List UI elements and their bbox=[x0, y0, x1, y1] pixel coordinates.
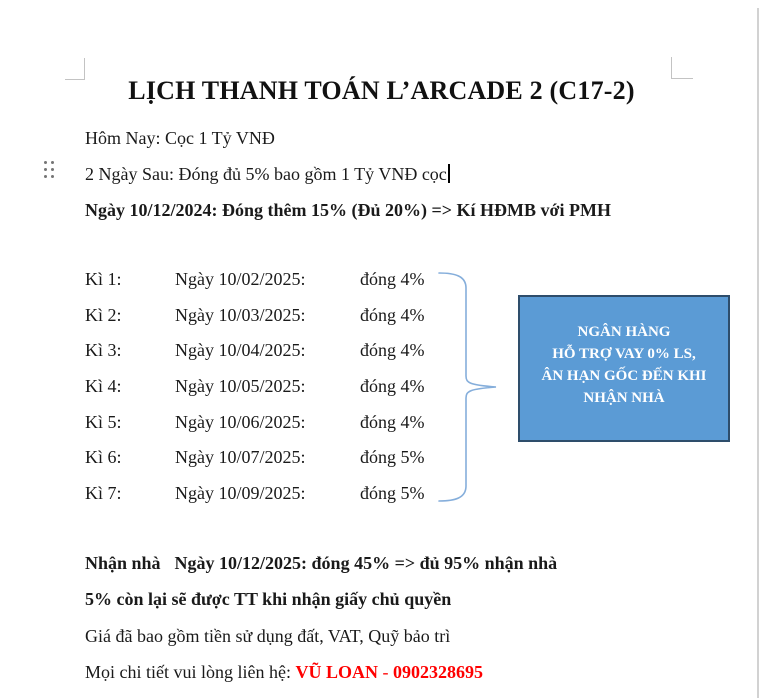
date-label: Ngày 10/02/2025: bbox=[175, 269, 306, 290]
schedule-row[interactable]: Kì 4: Ngày 10/05/2025: đóng 4% bbox=[85, 369, 425, 405]
paragraph-text: Ngày 10/12/2024: Đóng thêm 15% (Đủ 20%) … bbox=[85, 200, 611, 220]
drag-handle-icon[interactable] bbox=[44, 161, 54, 178]
window-right-edge-line bbox=[757, 8, 759, 698]
date-label: Ngày 10/03/2025: bbox=[175, 304, 306, 325]
callout-line: HỖ TRỢ VAY 0% LS, bbox=[552, 345, 696, 362]
paragraph-text: Hôm Nay: Cọc 1 Tỷ VNĐ bbox=[85, 128, 275, 148]
schedule-row[interactable]: Kì 7: Ngày 10/09/2025: đóng 5% bbox=[85, 476, 425, 512]
period-label: Kì 2: bbox=[85, 304, 122, 325]
paragraph-contract-signing[interactable]: Ngày 10/12/2024: Đóng thêm 15% (Đủ 20%) … bbox=[85, 192, 611, 228]
contact-name: VŨ LOAN bbox=[295, 662, 378, 683]
amount-label: đóng 5% bbox=[360, 482, 425, 503]
amount-label: đóng 4% bbox=[360, 269, 425, 290]
paragraph-text: 2 Ngày Sau: Đóng đủ 5% bao gồm 1 Tỷ VNĐ … bbox=[85, 164, 447, 184]
schedule-row[interactable]: Kì 6: Ngày 10/07/2025: đóng 5% bbox=[85, 440, 425, 476]
date-label: Ngày 10/09/2025: bbox=[175, 482, 306, 503]
callout-line: ÂN HẠN GỐC ĐẾN KHI bbox=[541, 367, 707, 384]
intro-paragraphs: Hôm Nay: Cọc 1 Tỷ VNĐ 2 Ngày Sau: Đóng đ… bbox=[85, 120, 611, 228]
contact-prefix: Mọi chi tiết vui lòng liên hệ: bbox=[85, 662, 296, 683]
paragraph-remaining-payment[interactable]: 5% còn lại sẽ được TT khi nhận giấy chủ … bbox=[85, 581, 557, 617]
amount-label: đóng 4% bbox=[360, 376, 425, 397]
period-label: Kì 3: bbox=[85, 340, 122, 361]
callout-line: NHẬN NHÀ bbox=[583, 389, 665, 406]
period-label: Kì 4: bbox=[85, 376, 122, 397]
handover-text: Ngày 10/12/2025: đóng 45% => đủ 95% nhận… bbox=[174, 553, 558, 573]
contact-separator: - bbox=[378, 662, 393, 683]
amount-label: đóng 4% bbox=[360, 340, 425, 361]
paragraph-price-note[interactable]: Giá đã bao gồm tiền sử dụng đất, VAT, Qu… bbox=[85, 618, 557, 654]
date-label: Ngày 10/04/2025: bbox=[175, 340, 306, 361]
paragraph-deposit-today[interactable]: Hôm Nay: Cọc 1 Tỷ VNĐ bbox=[85, 120, 611, 156]
handover-label: Nhận nhà bbox=[85, 553, 161, 573]
footer-paragraphs: Nhận nhà Ngày 10/12/2025: đóng 45% => đủ … bbox=[85, 545, 557, 691]
margin-mark-top-left-icon bbox=[65, 58, 85, 80]
date-label: Ngày 10/06/2025: bbox=[175, 411, 306, 432]
paragraph-text: 5% còn lại sẽ được TT khi nhận giấy chủ … bbox=[85, 589, 452, 610]
period-label: Kì 7: bbox=[85, 482, 122, 503]
callout-line: NGÂN HÀNG bbox=[577, 323, 671, 340]
period-label: Kì 5: bbox=[85, 411, 122, 432]
amount-label: đóng 4% bbox=[360, 304, 425, 325]
period-label: Kì 6: bbox=[85, 447, 122, 468]
schedule-row[interactable]: Kì 1: Ngày 10/02/2025: đóng 4% bbox=[85, 262, 425, 298]
payment-schedule: Kì 1: Ngày 10/02/2025: đóng 4% Kì 2: Ngà… bbox=[85, 262, 425, 511]
paragraph-contact[interactable]: Mọi chi tiết vui lòng liên hệ: VŨ LOAN -… bbox=[85, 654, 557, 690]
document-title: LỊCH THANH TOÁN L’ARCADE 2 (C17-2) bbox=[128, 76, 635, 105]
paragraph-text: Giá đã bao gồm tiền sử dụng đất, VAT, Qu… bbox=[85, 625, 451, 646]
date-label: Ngày 10/07/2025: bbox=[175, 447, 306, 468]
paragraph-handover[interactable]: Nhận nhà Ngày 10/12/2025: đóng 45% => đủ … bbox=[85, 545, 557, 581]
amount-label: đóng 4% bbox=[360, 411, 425, 432]
date-label: Ngày 10/05/2025: bbox=[175, 376, 306, 397]
contact-phone: 0902328695 bbox=[393, 662, 483, 683]
text-cursor-icon bbox=[447, 164, 450, 183]
amount-label: đóng 5% bbox=[360, 447, 425, 468]
schedule-row[interactable]: Kì 2: Ngày 10/03/2025: đóng 4% bbox=[85, 298, 425, 334]
paragraph-two-days[interactable]: 2 Ngày Sau: Đóng đủ 5% bao gồm 1 Tỷ VNĐ … bbox=[85, 156, 611, 192]
bank-callout-box[interactable]: NGÂN HÀNG HỖ TRỢ VAY 0% LS, ÂN HẠN GỐC Đ… bbox=[518, 295, 730, 442]
schedule-row[interactable]: Kì 3: Ngày 10/04/2025: đóng 4% bbox=[85, 333, 425, 369]
curly-brace-shape[interactable] bbox=[437, 266, 501, 506]
margin-mark-top-right-icon bbox=[671, 57, 693, 79]
period-label: Kì 1: bbox=[85, 269, 122, 290]
schedule-row[interactable]: Kì 5: Ngày 10/06/2025: đóng 4% bbox=[85, 404, 425, 440]
